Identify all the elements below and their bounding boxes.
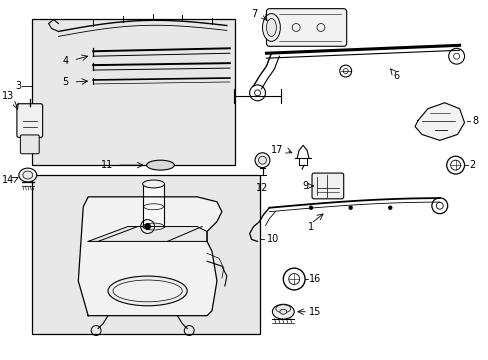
Ellipse shape [279,309,286,314]
Text: 8: 8 [471,116,478,126]
Text: 11: 11 [101,160,113,170]
Ellipse shape [255,153,269,168]
Text: 7: 7 [251,9,257,19]
Ellipse shape [23,171,33,179]
Text: 3: 3 [15,81,21,91]
FancyBboxPatch shape [266,9,346,46]
Ellipse shape [142,180,164,188]
Text: 4: 4 [62,56,68,66]
FancyBboxPatch shape [32,19,234,165]
FancyBboxPatch shape [17,104,42,138]
Circle shape [388,206,391,209]
FancyBboxPatch shape [20,135,39,154]
Bar [142,184,164,226]
Circle shape [348,206,351,209]
Ellipse shape [19,168,37,182]
Text: 1: 1 [307,221,313,231]
Ellipse shape [275,305,290,313]
Ellipse shape [272,304,294,319]
FancyBboxPatch shape [311,173,343,199]
Text: 12: 12 [256,183,268,193]
FancyBboxPatch shape [32,175,259,333]
Polygon shape [88,226,206,242]
Polygon shape [414,103,464,140]
Circle shape [309,206,312,209]
Polygon shape [78,197,222,316]
Ellipse shape [266,19,276,36]
Text: 10: 10 [266,234,278,244]
Ellipse shape [108,276,187,306]
Ellipse shape [262,14,280,41]
Text: 17: 17 [270,145,283,155]
Text: 16: 16 [308,274,321,284]
Text: 13: 13 [1,91,14,101]
Ellipse shape [142,223,164,230]
Text: 14: 14 [1,175,14,185]
Text: 5: 5 [62,77,68,87]
Text: 2: 2 [468,160,475,170]
Text: 15: 15 [308,307,321,317]
Ellipse shape [258,156,266,164]
Circle shape [144,224,150,230]
Ellipse shape [113,280,182,302]
Text: 6: 6 [392,71,399,81]
Ellipse shape [146,160,174,170]
Text: 9: 9 [301,181,307,191]
